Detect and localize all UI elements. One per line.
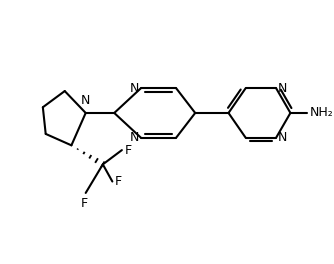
Text: F: F — [125, 144, 132, 157]
Text: N: N — [130, 131, 139, 144]
Text: F: F — [115, 175, 122, 188]
Text: N: N — [81, 94, 91, 107]
Text: N: N — [278, 82, 287, 95]
Text: NH₂: NH₂ — [309, 106, 333, 119]
Text: N: N — [130, 82, 139, 95]
Text: F: F — [81, 197, 88, 210]
Text: N: N — [278, 131, 287, 144]
